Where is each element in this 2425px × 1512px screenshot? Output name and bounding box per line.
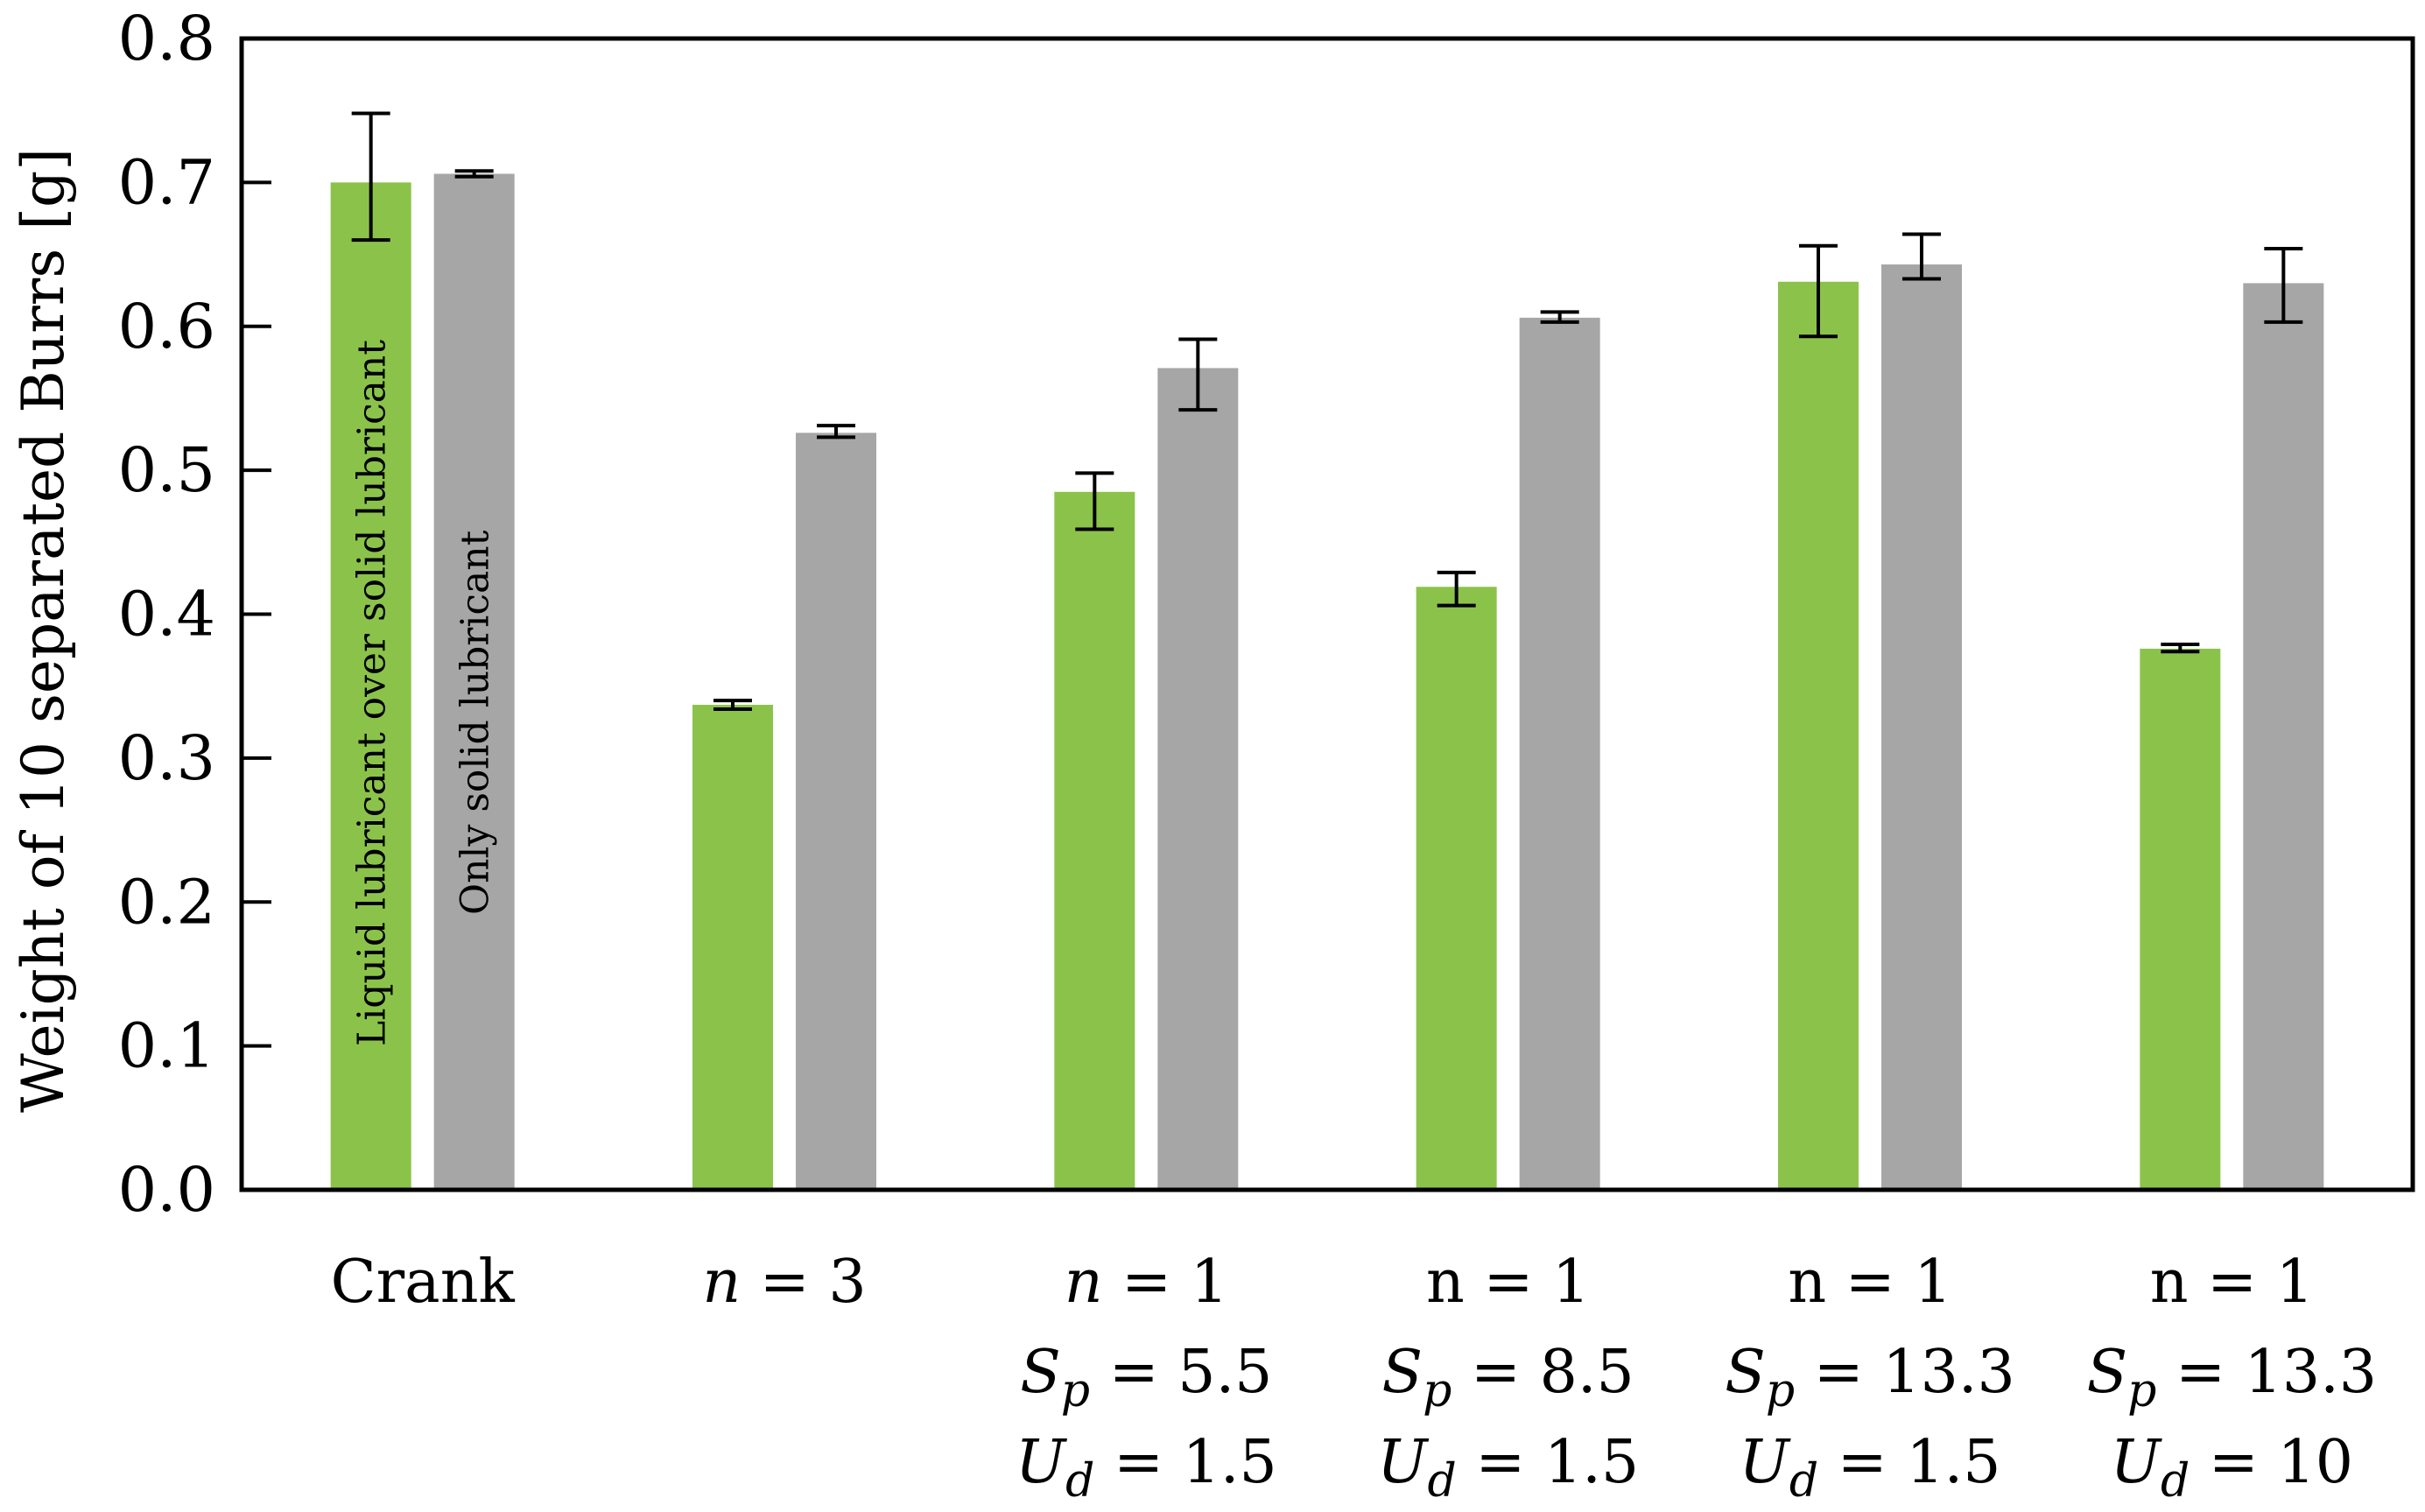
bar-liquid-over-solid — [1778, 281, 1859, 1191]
error-bars-layer — [351, 111, 2303, 711]
category-label: n = 1 — [1426, 1248, 1590, 1317]
y-tick-label: 0.3 — [118, 722, 215, 794]
bar-liquid-over-solid — [2140, 648, 2221, 1190]
y-tick-label: 0.2 — [118, 866, 215, 938]
bar-only-solid — [2243, 283, 2324, 1190]
category-label: Ud = 10 — [2111, 1428, 2353, 1508]
category-label: Crank — [331, 1248, 516, 1317]
y-tick-label: 0.5 — [118, 434, 215, 506]
category-label: Sp = 13.3 — [1725, 1338, 2015, 1417]
category-label-text: n = 1 — [2150, 1248, 2314, 1317]
category-label-text: = 1.5 — [1457, 1428, 1639, 1497]
category-label-subscript: d — [1427, 1455, 1456, 1508]
category-label-symbol: U — [1377, 1428, 1430, 1497]
bar-only-solid — [1519, 317, 1600, 1190]
category-label-subscript: p — [2127, 1365, 2156, 1417]
category-label-text: = 1 — [1102, 1248, 1227, 1317]
bar-liquid-over-solid — [330, 182, 411, 1190]
y-axis: 0.0 0.1 0.2 0.3 0.4 0.5 0.6 0.7 0.8 — [118, 3, 271, 1226]
series-label-liquid-over-solid: Liquid lubricant over solid lubricant — [350, 340, 395, 1046]
y-axis-label: Weight of 10 separated Burrs [g] — [10, 148, 77, 1113]
category-label: Ud = 1.5 — [1740, 1428, 2001, 1508]
category-label-text: = 5.5 — [1090, 1338, 1272, 1407]
category-label-symbol: n — [1065, 1248, 1103, 1317]
category-label-text: n = 1 — [1788, 1248, 1951, 1317]
category-label-subscript: p — [1423, 1365, 1451, 1417]
category-label: n = 1 — [2150, 1248, 2314, 1317]
bar-only-solid — [1157, 368, 1239, 1190]
category-label-symbol: S — [1725, 1338, 1766, 1407]
category-label-text: = 3 — [741, 1248, 866, 1317]
category-label: Sp = 8.5 — [1382, 1338, 1634, 1417]
bar-only-solid — [433, 173, 515, 1191]
category-label-symbol: n — [702, 1248, 741, 1317]
category-label-subscript: d — [1065, 1455, 1094, 1508]
bar-liquid-over-solid — [1416, 587, 1497, 1190]
bar-liquid-over-solid — [1054, 491, 1135, 1190]
y-tick-label: 0.1 — [118, 1010, 215, 1082]
category-label-text: = 13.3 — [2156, 1338, 2377, 1407]
y-tick-label: 0.7 — [118, 146, 215, 218]
category-label: Sp = 5.5 — [1020, 1338, 1272, 1417]
category-label-symbol: S — [1020, 1338, 1061, 1407]
category-label-text: = 10 — [2190, 1428, 2353, 1497]
bars-layer — [330, 173, 2324, 1191]
bar-annotations-layer: Liquid lubricant over solid lubricant Onl… — [350, 340, 498, 1046]
y-tick-label: 0.4 — [118, 579, 215, 651]
category-label: Ud = 1.5 — [1377, 1428, 1639, 1508]
category-label-subscript: p — [1061, 1365, 1090, 1417]
y-tick-label: 0.8 — [118, 3, 215, 74]
category-label: n = 3 — [702, 1248, 866, 1317]
category-label-text: = 1.5 — [1094, 1428, 1276, 1497]
y-tick-label: 0.0 — [118, 1154, 215, 1226]
category-label-symbol: S — [1382, 1338, 1423, 1407]
y-tick-label: 0.6 — [118, 291, 215, 362]
category-label-subscript: d — [2161, 1455, 2190, 1508]
category-label-symbol: U — [1016, 1428, 1068, 1497]
category-label-text: Crank — [331, 1248, 516, 1317]
category-label-text: = 8.5 — [1451, 1338, 1634, 1407]
category-label: n = 1 — [1065, 1248, 1228, 1317]
category-label-subscript: d — [1789, 1455, 1818, 1508]
category-label-symbol: S — [2087, 1338, 2128, 1407]
category-label-text: n = 1 — [1426, 1248, 1590, 1317]
bar-only-solid — [796, 433, 876, 1190]
category-label-symbol: U — [2111, 1428, 2163, 1497]
category-label-subscript: p — [1766, 1365, 1795, 1417]
category-label-text: = 1.5 — [1818, 1428, 2000, 1497]
bar-liquid-over-solid — [692, 705, 773, 1190]
category-label: Sp = 13.3 — [2087, 1338, 2378, 1417]
category-label-text: = 13.3 — [1795, 1338, 2015, 1407]
bar-only-solid — [1881, 264, 1962, 1191]
series-label-only-solid: Only solid lubricant — [453, 530, 498, 915]
category-label: Ud = 1.5 — [1016, 1428, 1277, 1508]
category-label-symbol: U — [1740, 1428, 1792, 1497]
plot-frame — [239, 36, 2415, 1192]
category-label: n = 1 — [1788, 1248, 1951, 1317]
